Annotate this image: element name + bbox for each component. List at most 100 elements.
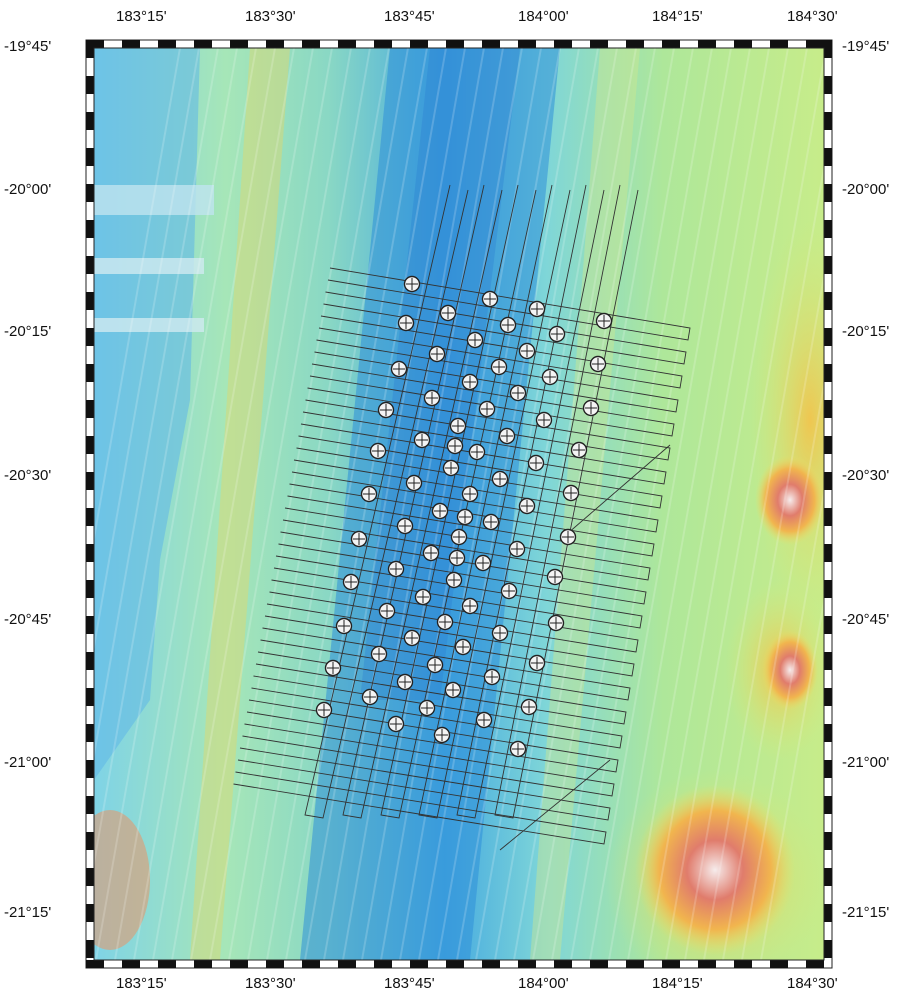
frame-tick-top xyxy=(806,40,824,48)
station-markers xyxy=(315,275,613,758)
lon-tick-label-bottom: 184°30' xyxy=(787,975,838,992)
survey-track xyxy=(242,723,615,797)
survey-track xyxy=(264,603,635,677)
frame-tick-bottom xyxy=(518,960,536,968)
frame-tick-bottom xyxy=(158,960,176,968)
frame-tick-right xyxy=(824,364,832,382)
lat-tick-label-right: -21°00' xyxy=(842,754,890,771)
station-marker xyxy=(548,325,566,343)
station-marker xyxy=(396,517,414,535)
station-marker xyxy=(370,645,388,663)
frame-tick-right xyxy=(824,904,832,922)
station-marker xyxy=(491,470,509,488)
frame-tick-top xyxy=(338,40,356,48)
frame-tick-right xyxy=(824,400,832,418)
frame-tick-left xyxy=(86,580,94,598)
frame-tick-top xyxy=(410,40,428,48)
frame-tick-top xyxy=(590,40,608,48)
station-marker xyxy=(461,373,479,391)
frame-tick-bottom xyxy=(122,960,140,968)
map-frame xyxy=(85,39,833,969)
station-marker xyxy=(403,629,421,647)
station-marker xyxy=(422,544,440,562)
station-marker xyxy=(535,411,553,429)
station-marker xyxy=(350,530,368,548)
frame-tick-right xyxy=(824,184,832,202)
frame-tick-bottom xyxy=(734,960,752,968)
frame-tick-left xyxy=(86,40,94,58)
station-marker xyxy=(478,400,496,418)
station-marker xyxy=(431,502,449,520)
station-marker xyxy=(547,614,565,632)
station-marker xyxy=(387,560,405,578)
terrain xyxy=(94,48,824,960)
frame-tick-left xyxy=(86,292,94,310)
survey-track xyxy=(305,387,671,461)
station-marker xyxy=(456,508,474,526)
frame-tick-left xyxy=(86,436,94,454)
station-marker xyxy=(582,399,600,417)
frame-tick-left xyxy=(86,112,94,130)
frame-tick-left xyxy=(86,688,94,706)
station-marker xyxy=(396,673,414,691)
station-marker xyxy=(423,389,441,407)
lat-tick-label-left: -21°15' xyxy=(4,904,52,921)
survey-track xyxy=(246,699,619,773)
station-marker xyxy=(499,316,517,334)
frame-tick-right xyxy=(824,256,832,274)
frame-tick-left xyxy=(86,184,94,202)
lon-tick-label-top: 184°30' xyxy=(787,8,838,25)
lat-tick-label-right: -19°45' xyxy=(842,38,890,55)
survey-track xyxy=(494,184,639,819)
frame-tick-bottom xyxy=(554,960,572,968)
lon-tick-label-bottom: 184°00' xyxy=(518,975,569,992)
lon-tick-label-top: 184°15' xyxy=(652,8,703,25)
frame-tick-left xyxy=(86,760,94,778)
frame-tick-left xyxy=(86,868,94,886)
frame-tick-right xyxy=(824,76,832,94)
station-marker xyxy=(403,275,421,293)
station-marker xyxy=(541,368,559,386)
station-marker xyxy=(528,654,546,672)
station-marker xyxy=(433,726,451,744)
station-marker xyxy=(360,485,378,503)
lat-tick-label-left: -21°00' xyxy=(4,754,52,771)
station-marker xyxy=(436,613,454,631)
station-marker xyxy=(500,582,518,600)
lon-tick-label-bottom: 183°15' xyxy=(116,975,167,992)
frame-tick-right xyxy=(824,616,832,634)
station-marker xyxy=(491,624,509,642)
lat-tick-label-right: -20°30' xyxy=(842,467,890,484)
survey-track xyxy=(282,507,651,581)
frame-tick-right xyxy=(824,40,832,58)
station-marker xyxy=(483,668,501,686)
frame-tick-bottom xyxy=(626,960,644,968)
frame-tick-bottom xyxy=(770,960,788,968)
survey-track xyxy=(296,435,663,509)
frame-tick-right xyxy=(824,544,832,562)
station-marker xyxy=(378,602,396,620)
station-marker xyxy=(449,417,467,435)
frame-tick-top xyxy=(518,40,536,48)
station-marker xyxy=(426,656,444,674)
frame-tick-right xyxy=(824,760,832,778)
station-marker xyxy=(390,360,408,378)
frame-tick-left xyxy=(86,724,94,742)
frame-tick-right xyxy=(824,688,832,706)
lon-tick-label-top: 183°30' xyxy=(245,8,296,25)
frame-tick-right xyxy=(824,436,832,454)
lat-tick-label-left: -19°45' xyxy=(4,38,52,55)
station-marker xyxy=(315,701,333,719)
frame-tick-right xyxy=(824,328,832,346)
frame-tick-left xyxy=(86,256,94,274)
frame-tick-left xyxy=(86,796,94,814)
survey-track xyxy=(304,184,469,819)
lat-tick-label-left: -20°15' xyxy=(4,323,52,340)
frame-tick-right xyxy=(824,724,832,742)
station-marker xyxy=(442,459,460,477)
station-marker xyxy=(454,638,472,656)
frame-tick-bottom xyxy=(698,960,716,968)
lon-tick-label-bottom: 183°45' xyxy=(384,975,435,992)
station-marker xyxy=(482,513,500,531)
